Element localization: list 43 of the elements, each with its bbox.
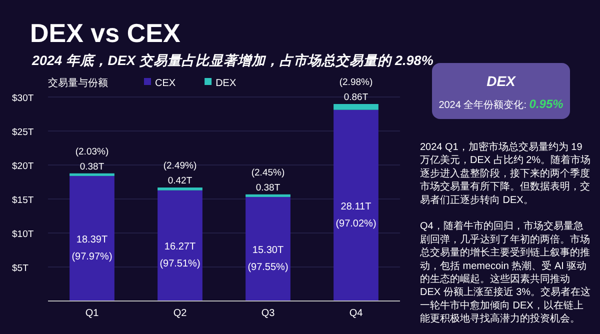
data-label: 0.86T (344, 92, 368, 104)
x-tick-label: Q3 (261, 308, 276, 319)
x-tick-label: Q1 (85, 308, 100, 319)
data-label: 0.38T (256, 182, 280, 194)
bar (158, 190, 202, 301)
y-tick-label: $30T (12, 93, 34, 104)
legend-label: CEX (155, 78, 176, 89)
annotation: (97.02%) (336, 218, 376, 230)
annotation: (2.03%) (75, 146, 109, 158)
data-label: 16.27T (164, 242, 196, 253)
data-label: 15.30T (252, 244, 284, 256)
text: 2024 全年份额变化: 0.95% (438, 97, 564, 111)
bar (246, 196, 290, 301)
annotation: (97.51%) (160, 258, 200, 270)
bar (158, 188, 202, 190)
legend-title: 交易量与份额 (48, 77, 108, 89)
x-tick-label: Q2 (173, 308, 188, 319)
chart-title: DEX vs CEX (30, 18, 181, 48)
annotation: (2.49%) (163, 160, 197, 172)
chart-subtitle: 2024 年底，DEX 交易量占比显著增加，占市场总交易量的 2.98% (31, 53, 434, 68)
y-tick-label: $15T (12, 195, 34, 206)
bar (246, 194, 290, 197)
text: (2.98%) (339, 77, 373, 88)
data-label: 28.11T (340, 201, 372, 212)
annotation: (2.45%) (251, 167, 285, 178)
y-tick-label: $10T (12, 229, 34, 240)
bar (334, 110, 378, 301)
y-tick-label: $5T (12, 263, 29, 274)
y-tick-label: $20T (12, 161, 34, 172)
x-tick-label: Q4 (349, 308, 364, 319)
annotation: (97.55%) (248, 262, 288, 273)
bar (334, 104, 378, 110)
bar (70, 173, 114, 176)
y-tick-label: $25T (12, 127, 34, 138)
legend-label: DEX (216, 78, 236, 89)
data-label: 18.39T (76, 234, 108, 246)
bar (70, 176, 114, 301)
annotation: (97.97%) (72, 251, 112, 262)
text: Q4，随着牛市的回归，市场交易量急剧回弹，几乎达到了年初的两倍。市场总交易量的增长主要受到链上叙事的推动，包括 memecoin 热潮、受 AI 驱动的生态的崛起。这些因素共同推动 DEX 份额上涨至接近 3%。交易者在这一轮牛市中愈加倾向 DEX，以在链上能更积极地寻找高潜力的投资机会。 (419, 220, 591, 325)
text: DEX (486, 73, 518, 89)
text: 2024 Q1，加密市场总交易量约为 19 万亿美元，DEX 占比约 2%。随着市场逐步进入盘整阶段，接下来的两个季度市场交易量有所下降。但数据表明，交易者们正逐步转向 DEX。 (420, 141, 591, 206)
data-label: 0.38T (80, 161, 104, 172)
data-label: 0.42T (168, 176, 192, 187)
